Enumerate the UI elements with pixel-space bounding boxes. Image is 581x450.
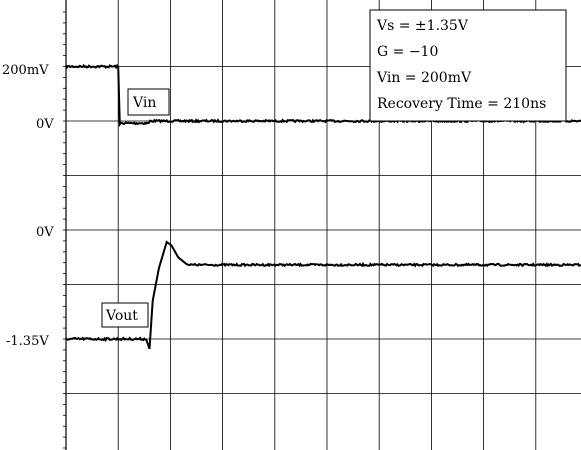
y-label-vout-zero: 0V bbox=[36, 225, 54, 240]
annotation-vin: Vin = 200mV bbox=[376, 70, 472, 86]
vin-label: Vin bbox=[127, 88, 170, 116]
annotation-gain: G = −10 bbox=[377, 44, 438, 60]
vout-label-box bbox=[101, 302, 149, 328]
vout-trace bbox=[65, 240, 581, 350]
annotation-box-frame bbox=[369, 9, 567, 122]
annotation-supply: Vs = ±1.35V bbox=[376, 18, 469, 34]
vout-label: Vout bbox=[101, 302, 149, 328]
vout-label-text: Vout bbox=[105, 308, 138, 324]
annotation-recovery-time: Recovery Time = 210ns bbox=[377, 96, 546, 112]
y-label-vin-zero: 0V bbox=[36, 117, 54, 132]
vin-label-box bbox=[127, 88, 170, 116]
y-label-200mv: 200mV bbox=[2, 63, 49, 78]
annotation-box: Vs = ±1.35V G = −10 Vin = 200mV Recovery… bbox=[369, 9, 567, 122]
y-label-minus-1-35v: -1.35V bbox=[6, 334, 49, 349]
axis-ticks bbox=[63, 11, 66, 449]
vin-label-text: Vin bbox=[132, 95, 156, 111]
